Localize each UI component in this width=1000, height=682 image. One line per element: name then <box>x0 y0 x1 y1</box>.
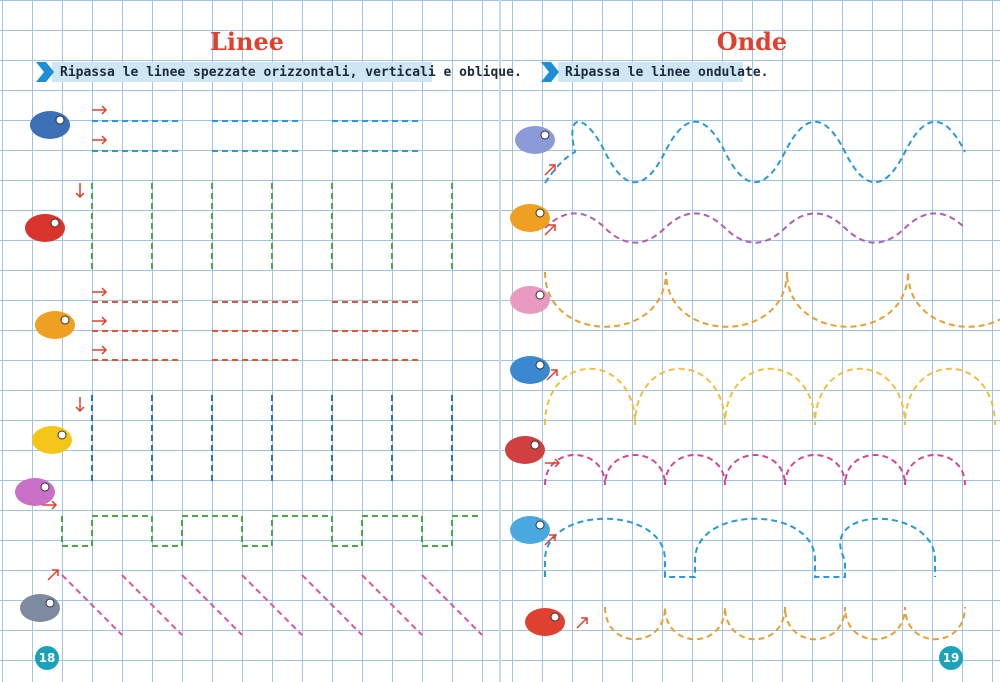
tracing-line <box>241 574 303 636</box>
tracing-line <box>61 515 482 547</box>
guide-arrow <box>92 287 108 297</box>
tracing-line <box>121 574 183 636</box>
page-badge <box>939 646 963 670</box>
animal-eye <box>540 130 550 140</box>
animal-eye <box>535 290 545 300</box>
left-title: Linee <box>210 27 284 56</box>
tracing-line <box>544 454 966 486</box>
instruction-band <box>558 62 743 82</box>
tracing-line <box>544 212 966 244</box>
guide-arrow <box>544 164 556 176</box>
page-number: 18 <box>39 651 56 665</box>
guide-arrow <box>545 458 561 468</box>
tracing-line <box>61 574 123 636</box>
animal-eye <box>40 482 50 492</box>
guide-arrow <box>75 397 85 413</box>
page-badge <box>35 646 59 670</box>
guide-arrow <box>546 369 558 381</box>
tracing-line <box>181 574 243 636</box>
animal-icon <box>510 286 550 314</box>
animal-eye <box>535 208 545 218</box>
guide-arrow <box>544 534 556 546</box>
animal-icon <box>505 436 545 464</box>
tracing-lines <box>15 105 1000 641</box>
guide-arrow <box>576 617 588 629</box>
right-instruction: Ripassa le linee ondulate. <box>565 65 769 80</box>
tracing-line <box>544 271 1000 328</box>
animal-eye <box>550 612 560 622</box>
guide-arrow <box>92 316 108 326</box>
guide-arrow <box>92 105 108 115</box>
animal-icon <box>20 594 60 622</box>
animal-icon <box>525 608 565 636</box>
animal-icon <box>25 214 65 242</box>
left-instruction: Ripassa le linee spezzate orizzontali, v… <box>60 65 522 80</box>
tracing-line <box>544 517 936 578</box>
animal-icon <box>32 426 72 454</box>
animal-icon <box>30 111 70 139</box>
tracing-line <box>544 367 996 426</box>
guide-arrow <box>92 135 108 145</box>
tracing-line <box>544 121 966 184</box>
animal-eye <box>530 440 540 450</box>
tracing-line <box>421 574 483 636</box>
animal-eye <box>60 315 70 325</box>
right-title: Onde <box>717 27 787 56</box>
guide-arrow <box>92 345 108 355</box>
animal-eye <box>55 115 65 125</box>
animal-eye <box>535 360 545 370</box>
tracing-line <box>361 574 423 636</box>
tracing-line <box>301 574 363 636</box>
instruction-band <box>52 62 432 82</box>
animal-eye <box>45 598 55 608</box>
animal-icon <box>510 356 550 384</box>
instruction-arrow <box>36 62 54 82</box>
guide-arrow <box>42 500 58 510</box>
tracing-line <box>604 606 966 641</box>
animal-eye <box>50 218 60 228</box>
animal-icon <box>510 516 550 544</box>
animal-eye <box>57 430 67 440</box>
guide-arrow <box>47 569 59 581</box>
animal-icon <box>515 126 555 154</box>
animal-icon <box>15 478 55 506</box>
guide-arrow <box>75 183 85 199</box>
instruction-arrow <box>541 62 559 82</box>
animal-eye <box>535 520 545 530</box>
page-number: 19 <box>943 651 960 665</box>
guide-arrow <box>544 224 556 236</box>
animal-icon <box>510 204 550 232</box>
animal-icon <box>35 311 75 339</box>
